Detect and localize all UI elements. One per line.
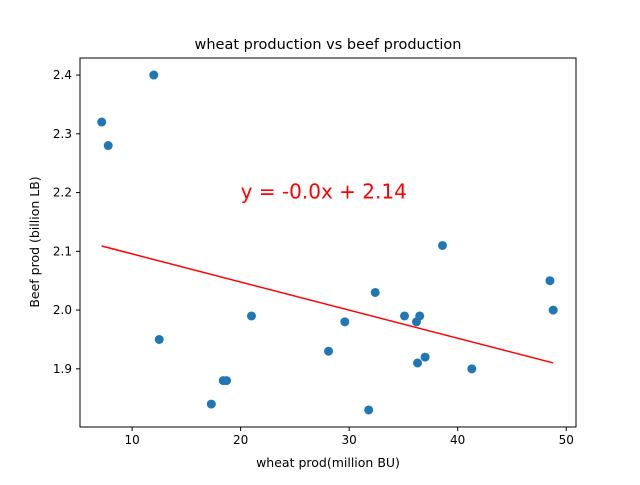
y-tick-label: 2.0: [53, 303, 72, 317]
x-tick-label: 40: [450, 433, 465, 447]
x-axis-label: wheat prod(million BU): [256, 455, 400, 470]
y-tick-label: 2.3: [53, 127, 72, 141]
y-tick-label: 2.1: [53, 244, 72, 258]
regression-equation: y = -0.0x + 2.14: [241, 179, 407, 203]
x-tick-label: 50: [559, 433, 574, 447]
scatter-point: [467, 364, 477, 374]
scatter-point: [545, 276, 555, 286]
points-layer: [97, 70, 558, 415]
scatter-point: [324, 346, 334, 356]
scatter-point: [222, 376, 232, 386]
scatter-point: [149, 70, 159, 80]
scatter-point: [438, 240, 448, 250]
scatter-point: [97, 117, 107, 127]
scatter-point: [548, 305, 558, 315]
plot-frame: [79, 57, 577, 428]
scatter-point: [364, 405, 374, 415]
scatter-point: [400, 311, 410, 321]
x-tick-label: 30: [342, 433, 357, 447]
y-tick-label: 2.2: [53, 186, 72, 200]
x-tick-label: 20: [233, 433, 248, 447]
scatter-point: [370, 287, 380, 297]
scatter-point: [103, 141, 113, 151]
y-tick-label: 2.4: [53, 68, 72, 82]
y-tick-label: 1.9: [53, 362, 72, 376]
scatter-point: [340, 317, 350, 327]
scatter-point: [420, 352, 430, 362]
regression-line: [101, 245, 554, 364]
regression-layer: [101, 245, 554, 364]
y-axis-label: Beef prod (billion LB): [27, 176, 42, 307]
scatter-point: [415, 311, 425, 321]
scatter-point: [154, 334, 164, 344]
tick-layer: 10 20 30 40 50 1.9 2.0 2.1 2.2 2.3 2.4: [53, 68, 574, 447]
chart-title: wheat production vs beef production: [195, 37, 462, 53]
scatter-point: [413, 358, 423, 368]
scatter-point: [246, 311, 256, 321]
scatter-point: [206, 399, 216, 409]
x-tick-label: 10: [124, 433, 139, 447]
